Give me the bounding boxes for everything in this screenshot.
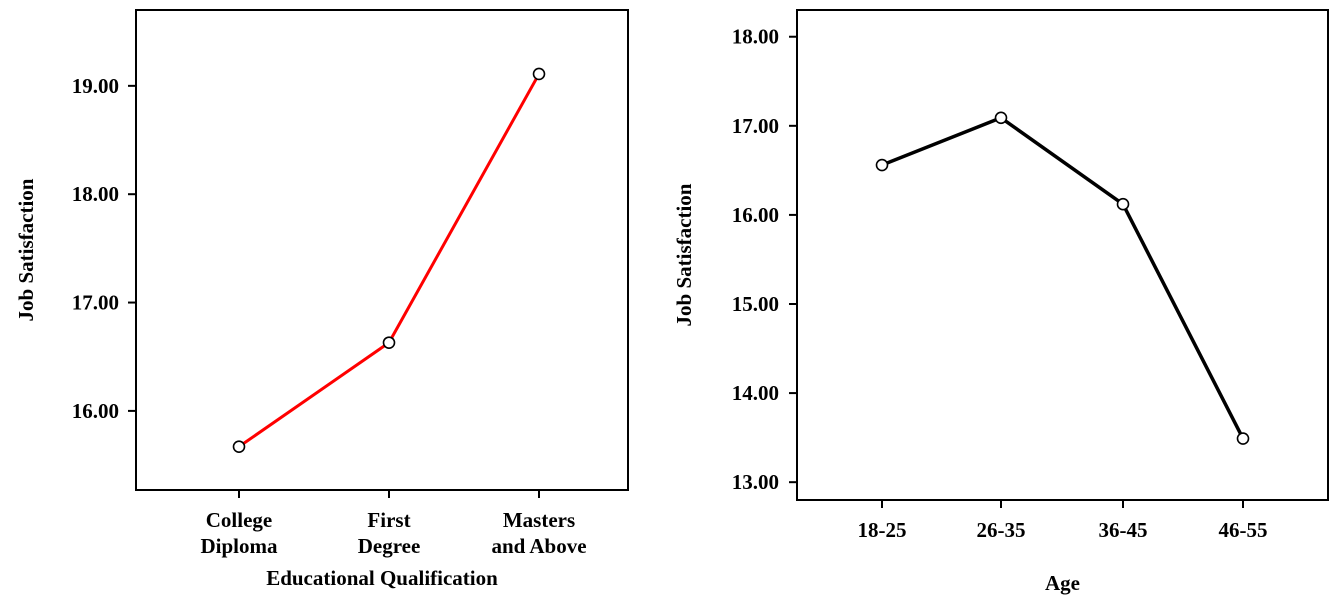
age-plot-frame [796, 9, 1329, 501]
edu-x-axis-title: Educational Qualification [266, 566, 498, 590]
edu-data-point [382, 336, 396, 349]
age-y-tick-label: 18.00 [732, 25, 779, 49]
edu-y-tick-label: 17.00 [72, 291, 119, 315]
edu-x-tick-label: Diploma [200, 534, 278, 558]
age-y-tick-label: 13.00 [732, 470, 779, 494]
age-x-tick-label: 36-45 [1099, 518, 1148, 542]
edu-x-tick-label: First [367, 508, 410, 532]
edu-x-tick-label: Masters [503, 508, 575, 532]
edu-data-point [532, 67, 546, 81]
edu-plot-frame [135, 9, 629, 491]
age-y-tick-label: 14.00 [732, 381, 779, 405]
edu-x-tick-label: and Above [491, 534, 586, 558]
edu-x-tick-label: Degree [358, 534, 421, 558]
age-y-tick-label: 17.00 [732, 114, 779, 138]
age-data-point [1116, 197, 1130, 211]
edu-x-tick-label: College [206, 508, 272, 532]
age-series-line [881, 116, 1245, 440]
edu-y-tick-label: 16.00 [72, 399, 119, 423]
edu-y-tick-label: 19.00 [72, 74, 119, 98]
age-x-tick-label: 18-25 [858, 518, 907, 542]
edu-y-axis-title: Job Satisfaction [14, 178, 38, 321]
age-data-point [875, 158, 889, 172]
age-y-tick-label: 16.00 [732, 203, 779, 227]
edu-y-tick-label: 18.00 [72, 182, 119, 206]
age-x-tick-label: 26-35 [977, 518, 1026, 542]
age-data-point [1236, 432, 1250, 445]
edu-series-line [238, 73, 541, 448]
age-data-point [994, 111, 1008, 125]
edu-data-point [232, 440, 246, 453]
age-y-axis-title: Job Satisfaction [672, 183, 696, 326]
age-x-tick-label: 46-55 [1219, 518, 1268, 542]
age-x-axis-title: Age [1045, 571, 1080, 595]
age-y-tick-label: 15.00 [732, 292, 779, 316]
